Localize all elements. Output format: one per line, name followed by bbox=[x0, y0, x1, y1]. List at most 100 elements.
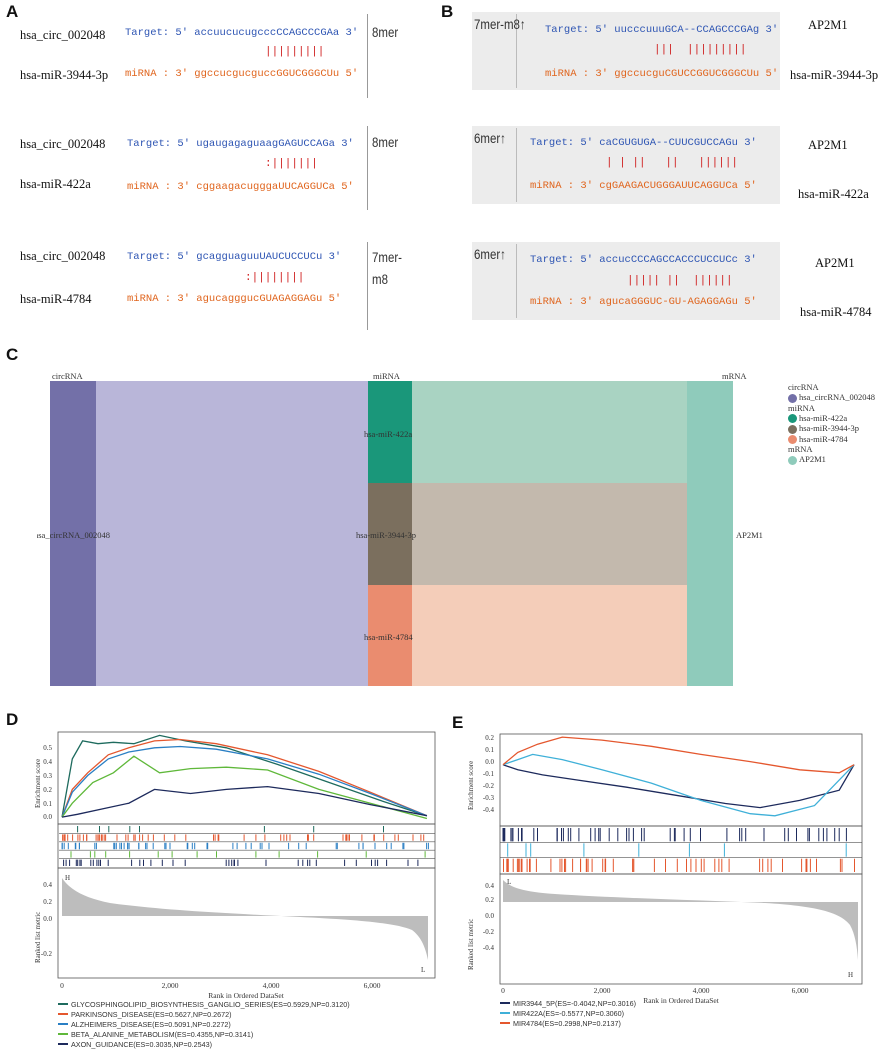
panel-label-d: D bbox=[6, 710, 19, 729]
xtick: 4,000 bbox=[263, 981, 280, 990]
sankey-legend: circRNA hsa_circRNA_002048 miRNA hsa-miR… bbox=[788, 382, 875, 465]
legend-heading: mRNA bbox=[788, 444, 813, 455]
legend-item: AXON_GUIDANCE(ES=0.3035,NP=0.2543) bbox=[58, 1039, 350, 1049]
rank-yticks: 0.4 0.2 0.0 -0.2 bbox=[41, 881, 53, 958]
legend-item: hsa_circRNA_002048 bbox=[788, 392, 875, 403]
node-circrna bbox=[50, 381, 96, 686]
flow-circ-to-mirna bbox=[96, 381, 368, 686]
pairing-marks: :||||||| bbox=[265, 158, 318, 170]
site-type: 6mer↑ bbox=[474, 130, 506, 146]
legend-swatch bbox=[500, 1022, 510, 1024]
hit-strips bbox=[500, 828, 862, 872]
legend-dot bbox=[788, 435, 797, 445]
site-box bbox=[472, 12, 780, 90]
node-ap2m1 bbox=[687, 381, 733, 686]
flow-mir3944-to-ap2m1 bbox=[412, 483, 687, 585]
divider bbox=[516, 244, 517, 318]
ytick: -0.2 bbox=[41, 950, 53, 958]
es-frame bbox=[499, 733, 863, 827]
gsea-d: 0.5 0.4 0.3 0.2 0.1 0.0 Enrichment score… bbox=[34, 731, 436, 1000]
node-label-mir422a: hsa-miR-422a bbox=[364, 429, 413, 439]
legend-item: MIR422A(ES=-0.5577,NP=0.3060) bbox=[500, 1008, 636, 1018]
ytick: -0.3 bbox=[483, 794, 495, 802]
ytick: 0.1 bbox=[485, 746, 494, 754]
site-box bbox=[472, 242, 780, 320]
rank-yticks: 0.4 0.2 0.0 -0.2 -0.4 bbox=[483, 882, 495, 952]
legend-heading: circRNA bbox=[788, 382, 819, 392]
gene-label: AP2M1 bbox=[815, 256, 855, 270]
gsea-d-legend: GLYCOSPHINGOLIPID_BIOSYNTHESIS_GANGLIO_S… bbox=[58, 999, 350, 1049]
es-lines bbox=[61, 734, 428, 820]
xtick: 4,000 bbox=[693, 986, 710, 995]
site-type: 7mer-m8↑ bbox=[474, 16, 526, 32]
ytick: 0.4 bbox=[43, 881, 52, 889]
ytick: 0.0 bbox=[485, 912, 494, 920]
panel-label-c: C bbox=[6, 345, 19, 364]
gsea-e: 0.2 0.1 0.0 -0.1 -0.2 -0.3 -0.4 Enrichme… bbox=[467, 733, 863, 1005]
xtick: 0 bbox=[501, 986, 505, 995]
legend-item: MIR3944_5P(ES=-0.4042,NP=0.3016) bbox=[500, 998, 636, 1008]
sankey-header-mrna: mRNA bbox=[722, 371, 747, 381]
site-type: 8mer bbox=[372, 24, 399, 40]
rank-frame bbox=[57, 867, 436, 979]
flow-mir422a-to-ap2m1 bbox=[412, 381, 687, 483]
mirna-seq: miRNA : 3' cgGAAGACUGGGAUUCAGGUCa 5' bbox=[530, 180, 757, 192]
xtick: 2,000 bbox=[594, 986, 611, 995]
xlabel: Rank in Ordered DataSet bbox=[208, 991, 285, 1000]
legend-item: MIR4784(ES=0.2998,NP=0.2137) bbox=[500, 1018, 636, 1028]
es-line-alzheimers-disease bbox=[61, 745, 428, 818]
target-seq: Target: 5' accuucucugcccCCAGCCCGAa 3' bbox=[125, 27, 359, 39]
mirna-label: hsa-miR-422a bbox=[798, 187, 869, 201]
node-mir422a bbox=[368, 381, 412, 483]
ytick: 0.0 bbox=[43, 915, 52, 923]
legend-swatch bbox=[58, 1003, 68, 1005]
sankey-header-mirna: miRNA bbox=[373, 371, 400, 381]
legend-dot bbox=[788, 414, 797, 424]
legend-item: hsa-miR-3944-3p bbox=[788, 423, 875, 434]
es-line-mir422a bbox=[502, 753, 855, 817]
legend-swatch bbox=[58, 1043, 68, 1045]
site-type: 8mer bbox=[372, 134, 399, 150]
ytick: 0.4 bbox=[43, 758, 52, 766]
gsea-e-legend: MIR3944_5P(ES=-0.4042,NP=0.3016) MIR422A… bbox=[500, 998, 636, 1028]
legend-item: AP2M1 bbox=[788, 454, 875, 465]
l-label: L bbox=[507, 878, 511, 886]
xlabel: Rank in Ordered DataSet bbox=[643, 996, 720, 1005]
ytick: 0.0 bbox=[43, 813, 52, 821]
es-yticks: 0.5 0.4 0.3 0.2 0.1 0.0 bbox=[43, 744, 52, 821]
es-yticks: 0.2 0.1 0.0 -0.1 -0.2 -0.3 -0.4 bbox=[483, 734, 495, 814]
ytick: 0.2 bbox=[485, 896, 494, 904]
legend-dot bbox=[788, 424, 797, 434]
xtick: 6,000 bbox=[364, 981, 381, 990]
ytick: 0.1 bbox=[43, 800, 52, 808]
mirna-seq: miRNA : 3' ggccucgucguccGGUCGGGCUu 5' bbox=[125, 68, 359, 80]
es-line-parkinsons-disease bbox=[61, 738, 428, 818]
site-type: 7mer- m8 bbox=[372, 249, 402, 287]
xticks: 0 2,000 4,000 6,000 bbox=[60, 981, 381, 990]
es-line-glycosphingolipid-biosynthesis-ganglio-series bbox=[61, 734, 428, 818]
pairing-marks: ||||| || |||||| bbox=[627, 275, 733, 287]
ytick: -0.2 bbox=[483, 928, 495, 936]
mirna-seq: miRNA : 3' agucagggucGUAGAGGAGu 5' bbox=[127, 293, 342, 305]
pairing-marks: ||| ||||||||| bbox=[654, 44, 747, 56]
divider bbox=[367, 14, 368, 98]
legend-item: hsa-miR-4784 bbox=[788, 434, 875, 445]
divider bbox=[516, 14, 517, 88]
divider bbox=[516, 128, 517, 202]
legend-swatch bbox=[58, 1023, 68, 1025]
circ-label: hsa_circ_002048 bbox=[20, 28, 106, 42]
pairing-marks: | | || || |||||| bbox=[606, 157, 739, 169]
legend-item: PARKINSONS_DISEASE(ES=0.5627,NP=0.2672) bbox=[58, 1009, 350, 1019]
ytick: -0.4 bbox=[483, 806, 495, 814]
mirna-label: hsa-miR-3944-3p bbox=[20, 68, 109, 82]
target-seq: Target: 5' caCGUGUGA--CUUCGUCCAGu 3' bbox=[530, 137, 757, 149]
gene-label: AP2M1 bbox=[808, 138, 848, 152]
rank-metric-area bbox=[503, 880, 858, 960]
rank-frame bbox=[499, 873, 863, 985]
es-ylabel: Enrichment score bbox=[34, 759, 42, 808]
mirna-label: hsa-miR-4784 bbox=[20, 292, 92, 306]
site-type: 6mer↑ bbox=[474, 246, 506, 262]
node-label-mir4784: hsa-miR-4784 bbox=[364, 632, 413, 642]
node-mir4784 bbox=[368, 585, 412, 686]
xtick: 6,000 bbox=[792, 986, 809, 995]
